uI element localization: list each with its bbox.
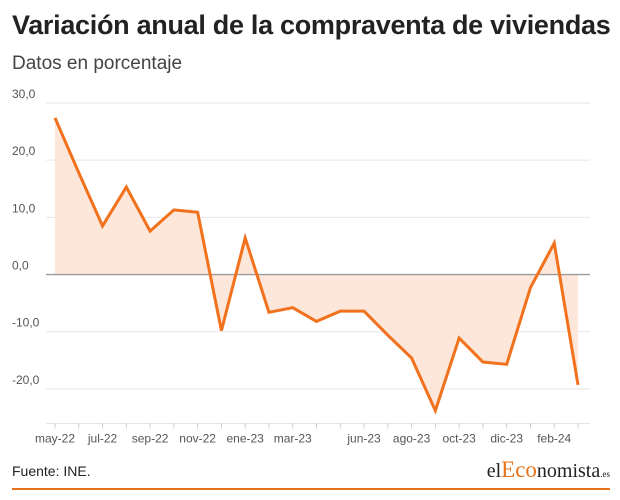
brand-accent: Eco: [501, 457, 537, 482]
source-note: Fuente: INE.: [12, 463, 91, 479]
y-tick-label: 0,0: [12, 259, 29, 273]
brand-logo: elEconomista.es: [487, 457, 610, 483]
y-tick-label: 30,0: [12, 87, 36, 101]
x-tick-label: ago-23: [393, 432, 431, 446]
y-tick-label: -10,0: [12, 316, 40, 330]
x-tick-label: oct-23: [442, 432, 476, 446]
chart-svg: 30,0 20,0 10,0 0,0 -10,0 -20,0 may-22 jul-22 se…: [12, 87, 590, 446]
chart-title: Variación anual de la compraventa de viv…: [12, 10, 611, 40]
brand-tld: .es: [600, 469, 610, 479]
x-tick-label: jun-23: [346, 432, 381, 446]
x-tick-label: ene-23: [226, 432, 264, 446]
x-tick-labels: may-22 jul-22 sep-22 nov-22 ene-23 mar-23 jun-…: [35, 423, 579, 446]
chart-subtitle: Datos en porcentaje: [12, 53, 183, 74]
line-layer: [53, 117, 580, 415]
bottom-rule: [12, 488, 610, 490]
y-tick-label: 20,0: [12, 144, 36, 158]
x-tick-label: mar-23: [274, 432, 312, 446]
area-layer: [55, 117, 578, 411]
series-line: [53, 117, 580, 415]
y-tick-label: 10,0: [12, 201, 36, 215]
x-tick-label: may-22: [35, 432, 75, 446]
brand-suffix: nomista: [536, 460, 601, 482]
x-tick-label: feb-24: [537, 432, 571, 446]
x-tick-label: dic-23: [490, 432, 523, 446]
x-tick-label: jul-22: [87, 432, 118, 446]
series-area: [55, 117, 578, 411]
x-tick-label: nov-22: [179, 432, 216, 446]
y-tick-label: -20,0: [12, 373, 40, 387]
brand-prefix: el: [486, 460, 502, 482]
y-tick-labels: 30,0 20,0 10,0 0,0 -10,0 -20,0: [12, 87, 40, 387]
x-tick-label: sep-22: [132, 432, 169, 446]
